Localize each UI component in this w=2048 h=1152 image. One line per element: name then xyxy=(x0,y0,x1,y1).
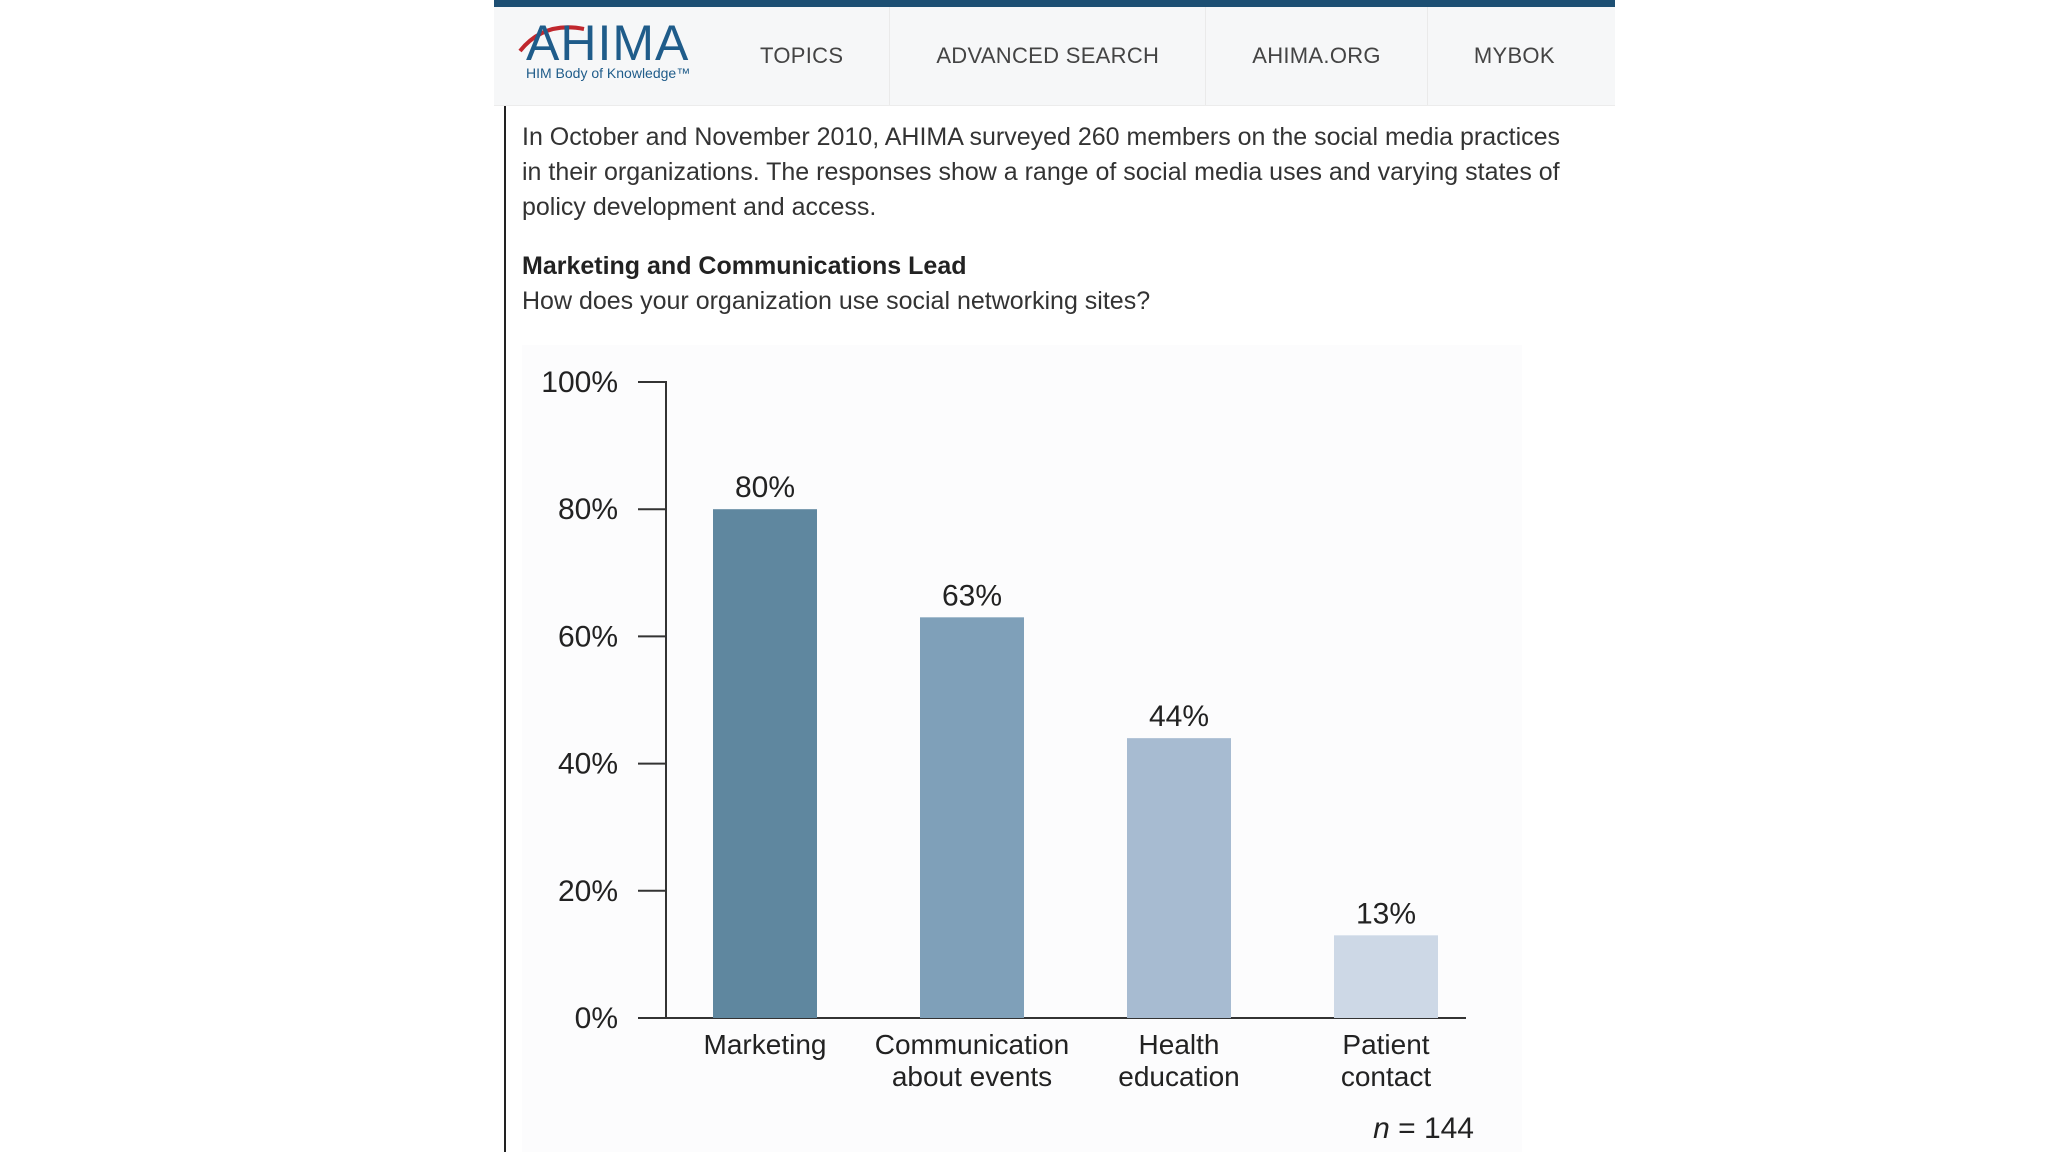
logo-tagline: HIM Body of Knowledge™ xyxy=(526,65,691,81)
y-tick-label: 60% xyxy=(558,620,618,653)
y-tick-label: 100% xyxy=(541,366,618,399)
bar xyxy=(1334,935,1438,1018)
y-tick-label: 40% xyxy=(558,748,618,781)
content-left-rule xyxy=(504,106,506,1152)
top-accent-bar xyxy=(494,0,1615,7)
bar-value-label: 63% xyxy=(942,579,1002,612)
category-label-line: Communication xyxy=(875,1029,1070,1060)
bar-chart: 0% 20% 40% 60% 80% 100% 80% Marketing 63% Communi… xyxy=(541,366,1474,1145)
bar-value-label: 13% xyxy=(1356,897,1416,930)
category-label: Health education xyxy=(1118,1029,1239,1092)
logo-wordmark: AHIMA xyxy=(526,15,690,71)
y-tick-label: 0% xyxy=(575,1002,618,1035)
sample-size-symbol: n xyxy=(1373,1112,1390,1145)
nav-topics[interactable]: TOPICS xyxy=(724,7,891,105)
sample-size-label: n = 144 xyxy=(1373,1112,1474,1145)
category-label-line: education xyxy=(1118,1061,1239,1092)
category-label-line: Marketing xyxy=(704,1029,827,1060)
site-header: AHIMA HIM Body of Knowledge™ TOPICS ADVA… xyxy=(494,7,1615,106)
nav-ahima-org[interactable]: AHIMA.ORG xyxy=(1206,7,1428,105)
category-label-line: contact xyxy=(1341,1061,1431,1092)
main-nav: TOPICS ADVANCED SEARCH AHIMA.ORG MYBOK xyxy=(724,7,1555,105)
category-label-line: about events xyxy=(892,1061,1052,1092)
bar xyxy=(1127,738,1231,1018)
nav-advanced-search[interactable]: ADVANCED SEARCH xyxy=(890,7,1207,105)
ahima-logo[interactable]: AHIMA HIM Body of Knowledge™ xyxy=(514,11,714,91)
category-label-line: Health xyxy=(1139,1029,1220,1060)
section-title: Marketing and Communications Lead xyxy=(522,252,967,280)
y-tick-label: 80% xyxy=(558,493,618,526)
bar-value-label: 80% xyxy=(735,471,795,504)
category-label: Patient contact xyxy=(1341,1029,1431,1092)
bar xyxy=(920,617,1024,1018)
bar-value-label: 44% xyxy=(1149,700,1209,733)
category-label: Communication about events xyxy=(875,1029,1070,1092)
nav-mybok[interactable]: MYBOK xyxy=(1473,43,1555,68)
y-tick-label: 20% xyxy=(558,875,618,908)
category-label: Marketing xyxy=(704,1029,827,1060)
bar xyxy=(713,509,817,1018)
page: AHIMA HIM Body of Knowledge™ TOPICS ADVA… xyxy=(494,0,1615,1152)
logo-swoosh-icon xyxy=(518,25,585,53)
category-label-line: Patient xyxy=(1342,1029,1429,1060)
sample-size-value: = 144 xyxy=(1390,1112,1474,1145)
chart-container: 0% 20% 40% 60% 80% 100% 80% Marketing 63% Communi… xyxy=(522,345,1522,1152)
section-question: How does your organization use social ne… xyxy=(522,287,1151,315)
intro-paragraph: In October and November 2010, AHIMA surv… xyxy=(522,123,1561,221)
